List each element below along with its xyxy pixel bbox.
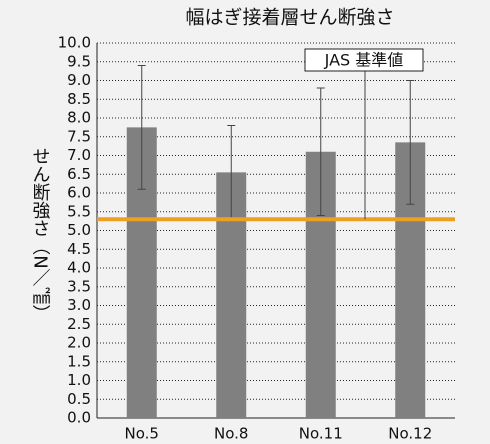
y-tick-label: 7.0 [67, 146, 91, 164]
y-tick-label: 4.0 [67, 259, 91, 277]
y-tick-label: 4.5 [67, 240, 91, 258]
y-tick-label: 1.5 [67, 352, 91, 370]
y-tick-label: 2.0 [67, 334, 91, 352]
y-tick-label: 1.0 [67, 371, 91, 389]
y-tick-label: 9.0 [67, 71, 91, 89]
annotation-label: JAS 基準値 [324, 51, 404, 70]
y-tick-label: 7.5 [67, 127, 91, 145]
page: 幅はぎ接着層せん断強さ せん断強さ（N／㎟） 0.00.51.01.52.02.… [0, 0, 490, 444]
x-tick-label: No.11 [299, 425, 343, 443]
y-tick-label: 9.5 [67, 52, 91, 70]
x-tick-label: No.12 [388, 425, 432, 443]
y-tick-label: 3.0 [67, 296, 91, 314]
y-tick-label: 6.5 [67, 165, 91, 183]
chart: 幅はぎ接着層せん断強さ せん断強さ（N／㎟） 0.00.51.01.52.02.… [0, 0, 490, 444]
y-tick-label: 3.5 [67, 277, 91, 295]
y-tick-label: 8.5 [67, 90, 91, 108]
y-tick-label: 2.5 [67, 315, 91, 333]
y-tick-label: 0.0 [67, 409, 91, 427]
x-tick-label: No.5 [125, 425, 159, 443]
y-tick-label: 5.5 [67, 202, 91, 220]
x-tick-label: No.8 [214, 425, 248, 443]
y-tick-label: 8.0 [67, 109, 91, 127]
chart-title: 幅はぎ接着層せん断強さ [185, 7, 394, 29]
y-tick-label: 10.0 [58, 34, 91, 52]
y-tick-label: 0.5 [67, 390, 91, 408]
y-tick-label: 5.0 [67, 221, 91, 239]
y-axis-label: せん断強さ（N／㎟） [30, 147, 51, 322]
y-tick-label: 6.0 [67, 184, 91, 202]
